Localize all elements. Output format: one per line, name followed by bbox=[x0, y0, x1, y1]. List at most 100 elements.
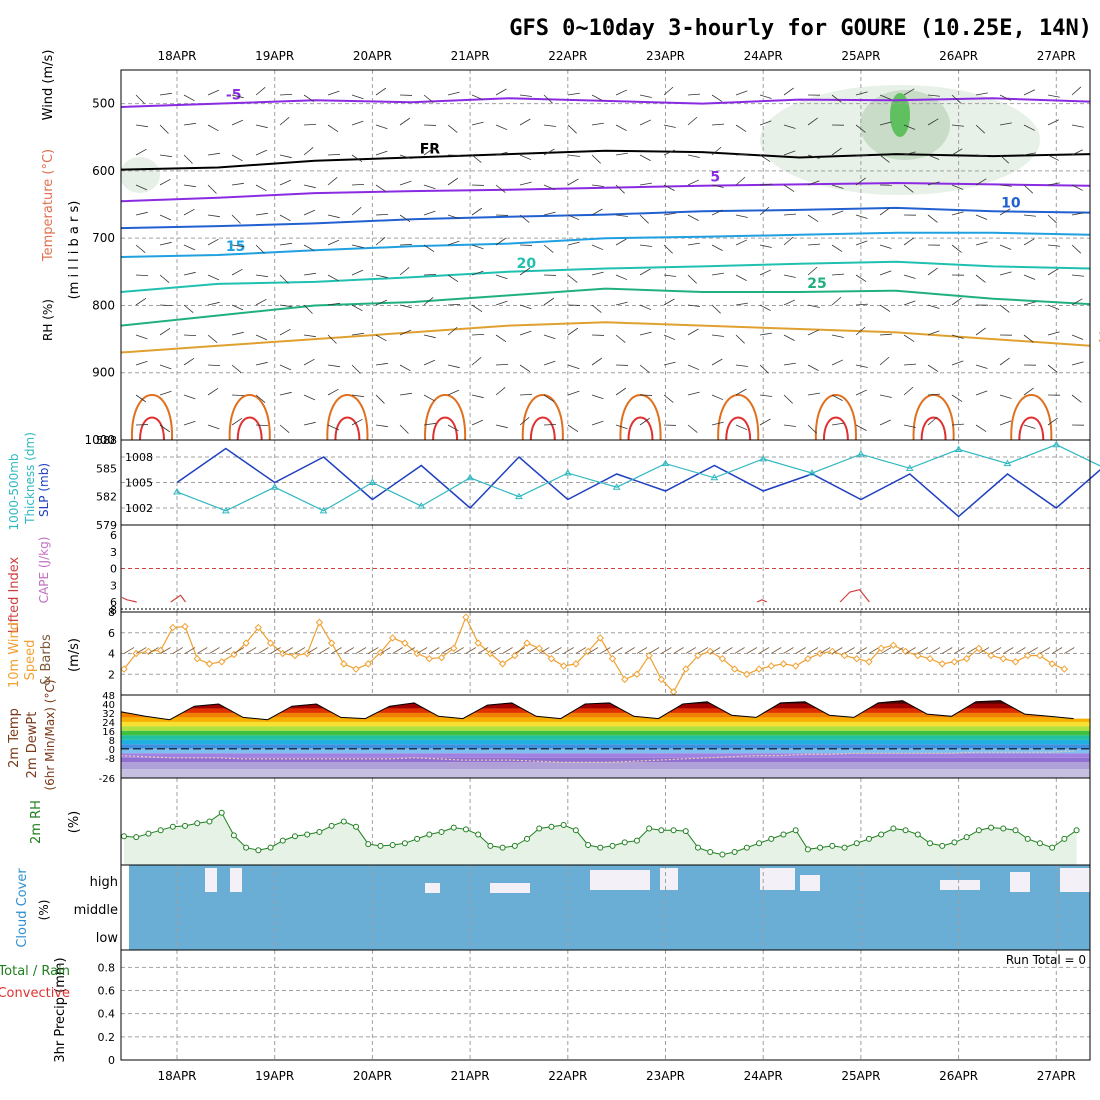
rh-axis-label: RH (%) bbox=[41, 299, 55, 341]
wind-barb bbox=[615, 424, 628, 430]
thickness-line bbox=[176, 444, 1100, 512]
rh-marker bbox=[230, 832, 237, 839]
thickness-marker bbox=[661, 459, 670, 467]
wind-barb bbox=[1071, 274, 1084, 277]
wind-barb bbox=[795, 647, 806, 654]
wind-barb bbox=[711, 184, 724, 188]
rh-marker bbox=[878, 831, 885, 838]
wind-barb bbox=[903, 424, 916, 428]
wind-barb bbox=[831, 147, 842, 156]
rh-marker bbox=[353, 823, 360, 830]
wind-barb bbox=[807, 364, 819, 371]
wind-barb bbox=[159, 274, 170, 284]
wind-barb bbox=[687, 391, 700, 396]
wind-barb bbox=[615, 334, 626, 343]
x-tick-label-bottom: 19APR bbox=[255, 1069, 294, 1083]
wind-barb bbox=[639, 331, 652, 336]
wind-barb bbox=[615, 152, 628, 156]
wind-barb bbox=[399, 117, 411, 126]
cloud-level-label: middle bbox=[74, 903, 118, 918]
wind-barb bbox=[999, 271, 1012, 276]
wind-speed-marker bbox=[791, 662, 800, 670]
wind-speed-marker bbox=[181, 622, 189, 631]
wind-barb bbox=[416, 647, 428, 654]
wind-barb bbox=[159, 364, 172, 370]
x-tick-label-top: 20APR bbox=[353, 49, 392, 63]
wind-barb bbox=[687, 424, 698, 433]
wind-barb bbox=[1071, 184, 1083, 191]
wind-barb bbox=[399, 364, 411, 372]
wind-barb bbox=[183, 94, 195, 102]
isotherm-35-loop bbox=[326, 394, 369, 441]
lifted-index-line bbox=[170, 594, 186, 603]
wind-barb bbox=[783, 647, 794, 654]
wind-barb bbox=[207, 124, 219, 132]
wind-barb bbox=[231, 119, 244, 126]
wind-speed-marker bbox=[242, 639, 250, 647]
isotherm-35-loop bbox=[814, 394, 857, 441]
wind-speed-marker bbox=[547, 654, 556, 663]
wind-barb bbox=[687, 242, 700, 246]
wind-axis-label: Wind (m/s) bbox=[41, 50, 56, 121]
cape-tick-label: 8 bbox=[110, 604, 117, 617]
thickness-tick-label: 585 bbox=[96, 462, 117, 475]
wind-barb bbox=[893, 647, 904, 654]
precip-convective-label: Convective bbox=[0, 986, 70, 1001]
wind-barb bbox=[591, 154, 601, 164]
wind-barb bbox=[807, 392, 820, 396]
wind-barb bbox=[856, 647, 867, 654]
isotherm-line bbox=[120, 321, 1091, 354]
wind-speed-marker bbox=[511, 651, 519, 660]
wind-barb bbox=[183, 357, 195, 366]
wind-barb bbox=[927, 118, 939, 126]
cloud-unit-label: (%) bbox=[37, 900, 51, 921]
temp-tick-label: -8 bbox=[105, 754, 115, 765]
wind-barb bbox=[903, 237, 914, 246]
wind10m-barbs-label: & Barbs bbox=[39, 634, 54, 686]
wind-barb bbox=[136, 647, 147, 654]
wind-barb bbox=[303, 123, 317, 126]
precip-tick-label: 0.8 bbox=[98, 961, 116, 974]
wind-barb bbox=[855, 326, 866, 336]
thickness-marker bbox=[954, 445, 963, 452]
wind-barb bbox=[685, 647, 696, 654]
wind-speed-marker bbox=[535, 644, 543, 653]
wind-barb bbox=[159, 327, 171, 336]
wind-barb bbox=[447, 240, 460, 246]
temp-tick-label: 40 bbox=[102, 700, 115, 711]
isotherm-40-loop bbox=[334, 416, 361, 441]
wind-barb bbox=[351, 418, 363, 426]
rh-marker bbox=[756, 840, 763, 847]
slp-tick-label: 1005 bbox=[125, 477, 153, 490]
wind-barb bbox=[375, 124, 388, 130]
temp-tick-label: 16 bbox=[102, 727, 115, 738]
rh-marker bbox=[499, 844, 506, 851]
rh-marker bbox=[975, 827, 982, 834]
wind-speed-marker bbox=[450, 644, 458, 653]
wind-barb bbox=[687, 179, 700, 186]
wind-barb bbox=[160, 647, 171, 654]
thickness-tick-label: 582 bbox=[96, 491, 117, 504]
wind-barb bbox=[159, 154, 172, 158]
wind-barb bbox=[709, 647, 721, 654]
wind-barb bbox=[687, 364, 700, 371]
wind-barb bbox=[567, 214, 580, 221]
cloud-level-label: high bbox=[90, 875, 118, 890]
wind-barb bbox=[807, 304, 820, 308]
wind-barb bbox=[355, 647, 367, 654]
rh-marker bbox=[829, 842, 836, 849]
li-tick-label: 6 bbox=[110, 529, 117, 542]
rh-marker bbox=[939, 842, 946, 849]
rh-marker bbox=[182, 822, 189, 829]
wind-barb bbox=[255, 394, 266, 404]
wind-barb bbox=[423, 184, 436, 190]
wind-barb bbox=[591, 420, 604, 426]
wind-barb bbox=[447, 389, 460, 396]
wind-barb bbox=[783, 87, 794, 96]
wind-barb bbox=[327, 334, 337, 344]
rh-marker bbox=[401, 840, 408, 847]
wind-barb bbox=[832, 647, 843, 654]
wind-barb bbox=[807, 117, 818, 126]
wind-barb bbox=[615, 89, 628, 96]
wind-tick-label: 2 bbox=[108, 668, 115, 681]
